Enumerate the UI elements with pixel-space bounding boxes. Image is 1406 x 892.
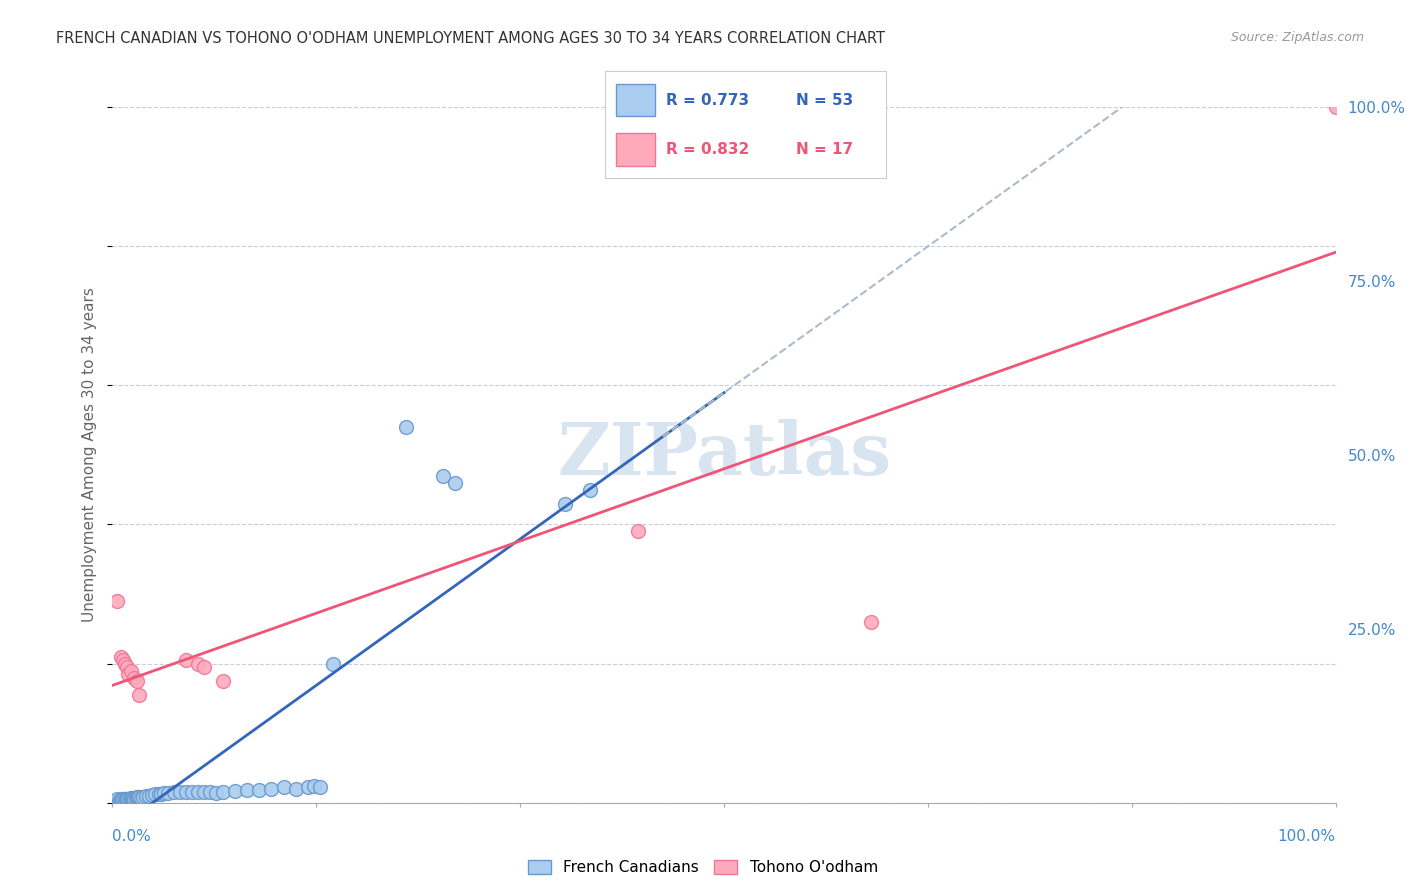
Point (236, 783, 259, 797)
Point (193, 660, 215, 674)
Point (128, 688, 150, 702)
Text: ZIPatlas: ZIPatlas (557, 419, 891, 491)
Point (163, 785, 186, 799)
Point (125, 790, 148, 805)
Point (105, 594, 128, 608)
Point (578, 483, 600, 497)
Point (125, 791, 148, 805)
Point (187, 785, 209, 799)
Text: Source: ZipAtlas.com: Source: ZipAtlas.com (1230, 31, 1364, 45)
Point (124, 791, 146, 805)
Y-axis label: Unemployment Among Ages 30 to 34 years: Unemployment Among Ages 30 to 34 years (82, 287, 97, 623)
Point (309, 780, 332, 795)
Point (554, 497, 576, 511)
Point (115, 660, 138, 674)
Point (432, 468, 454, 483)
Point (105, 792, 128, 806)
Text: R = 0.832: R = 0.832 (666, 142, 749, 157)
Point (200, 785, 222, 799)
Point (110, 649, 132, 664)
Point (121, 791, 143, 805)
Point (108, 793, 131, 807)
Point (111, 793, 134, 807)
Point (273, 780, 295, 795)
Legend: French Canadians, Tohono O'odham: French Canadians, Tohono O'odham (523, 855, 883, 880)
Point (284, 781, 308, 796)
Point (1324, 100, 1347, 114)
Point (153, 786, 176, 800)
Point (224, 784, 246, 798)
Point (859, 615, 882, 629)
Point (174, 785, 197, 799)
Point (107, 794, 129, 808)
Point (120, 664, 142, 678)
Point (112, 653, 135, 667)
Point (304, 779, 326, 793)
Point (128, 789, 150, 804)
Text: 100.0%: 100.0% (1278, 830, 1336, 844)
Point (124, 671, 146, 685)
Point (181, 785, 204, 799)
Bar (616, 84, 655, 116)
Point (129, 791, 152, 805)
Point (127, 790, 149, 805)
Point (444, 475, 467, 490)
Point (297, 780, 319, 795)
Point (122, 792, 145, 806)
Point (211, 785, 233, 799)
Text: 0.0%: 0.0% (112, 830, 152, 844)
Point (134, 789, 156, 803)
Text: N = 53: N = 53 (796, 93, 853, 108)
Point (132, 789, 155, 804)
Bar (616, 134, 655, 166)
Point (110, 792, 132, 806)
Point (174, 653, 197, 667)
Point (118, 791, 141, 805)
Point (115, 792, 138, 806)
Point (211, 674, 233, 689)
Point (187, 657, 209, 671)
Point (117, 791, 139, 805)
Point (193, 785, 215, 799)
Point (150, 788, 173, 802)
Point (627, 524, 650, 539)
Point (138, 789, 160, 803)
Point (115, 792, 138, 806)
Point (260, 781, 283, 796)
Point (395, 420, 418, 434)
Point (322, 657, 344, 671)
Point (112, 791, 135, 805)
Point (143, 788, 166, 802)
Point (114, 792, 136, 806)
Point (120, 791, 142, 805)
Text: R = 0.773: R = 0.773 (666, 93, 749, 108)
Point (114, 657, 136, 671)
Point (205, 786, 228, 800)
Point (117, 667, 139, 681)
Text: FRENCH CANADIAN VS TOHONO O'ODHAM UNEMPLOYMENT AMONG AGES 30 TO 34 YEARS CORRELA: FRENCH CANADIAN VS TOHONO O'ODHAM UNEMPL… (56, 31, 886, 46)
Point (141, 788, 163, 802)
Point (148, 787, 170, 801)
Point (125, 674, 148, 689)
Point (247, 783, 270, 797)
Point (169, 785, 191, 799)
Text: N = 17: N = 17 (796, 142, 853, 157)
Point (156, 786, 179, 800)
